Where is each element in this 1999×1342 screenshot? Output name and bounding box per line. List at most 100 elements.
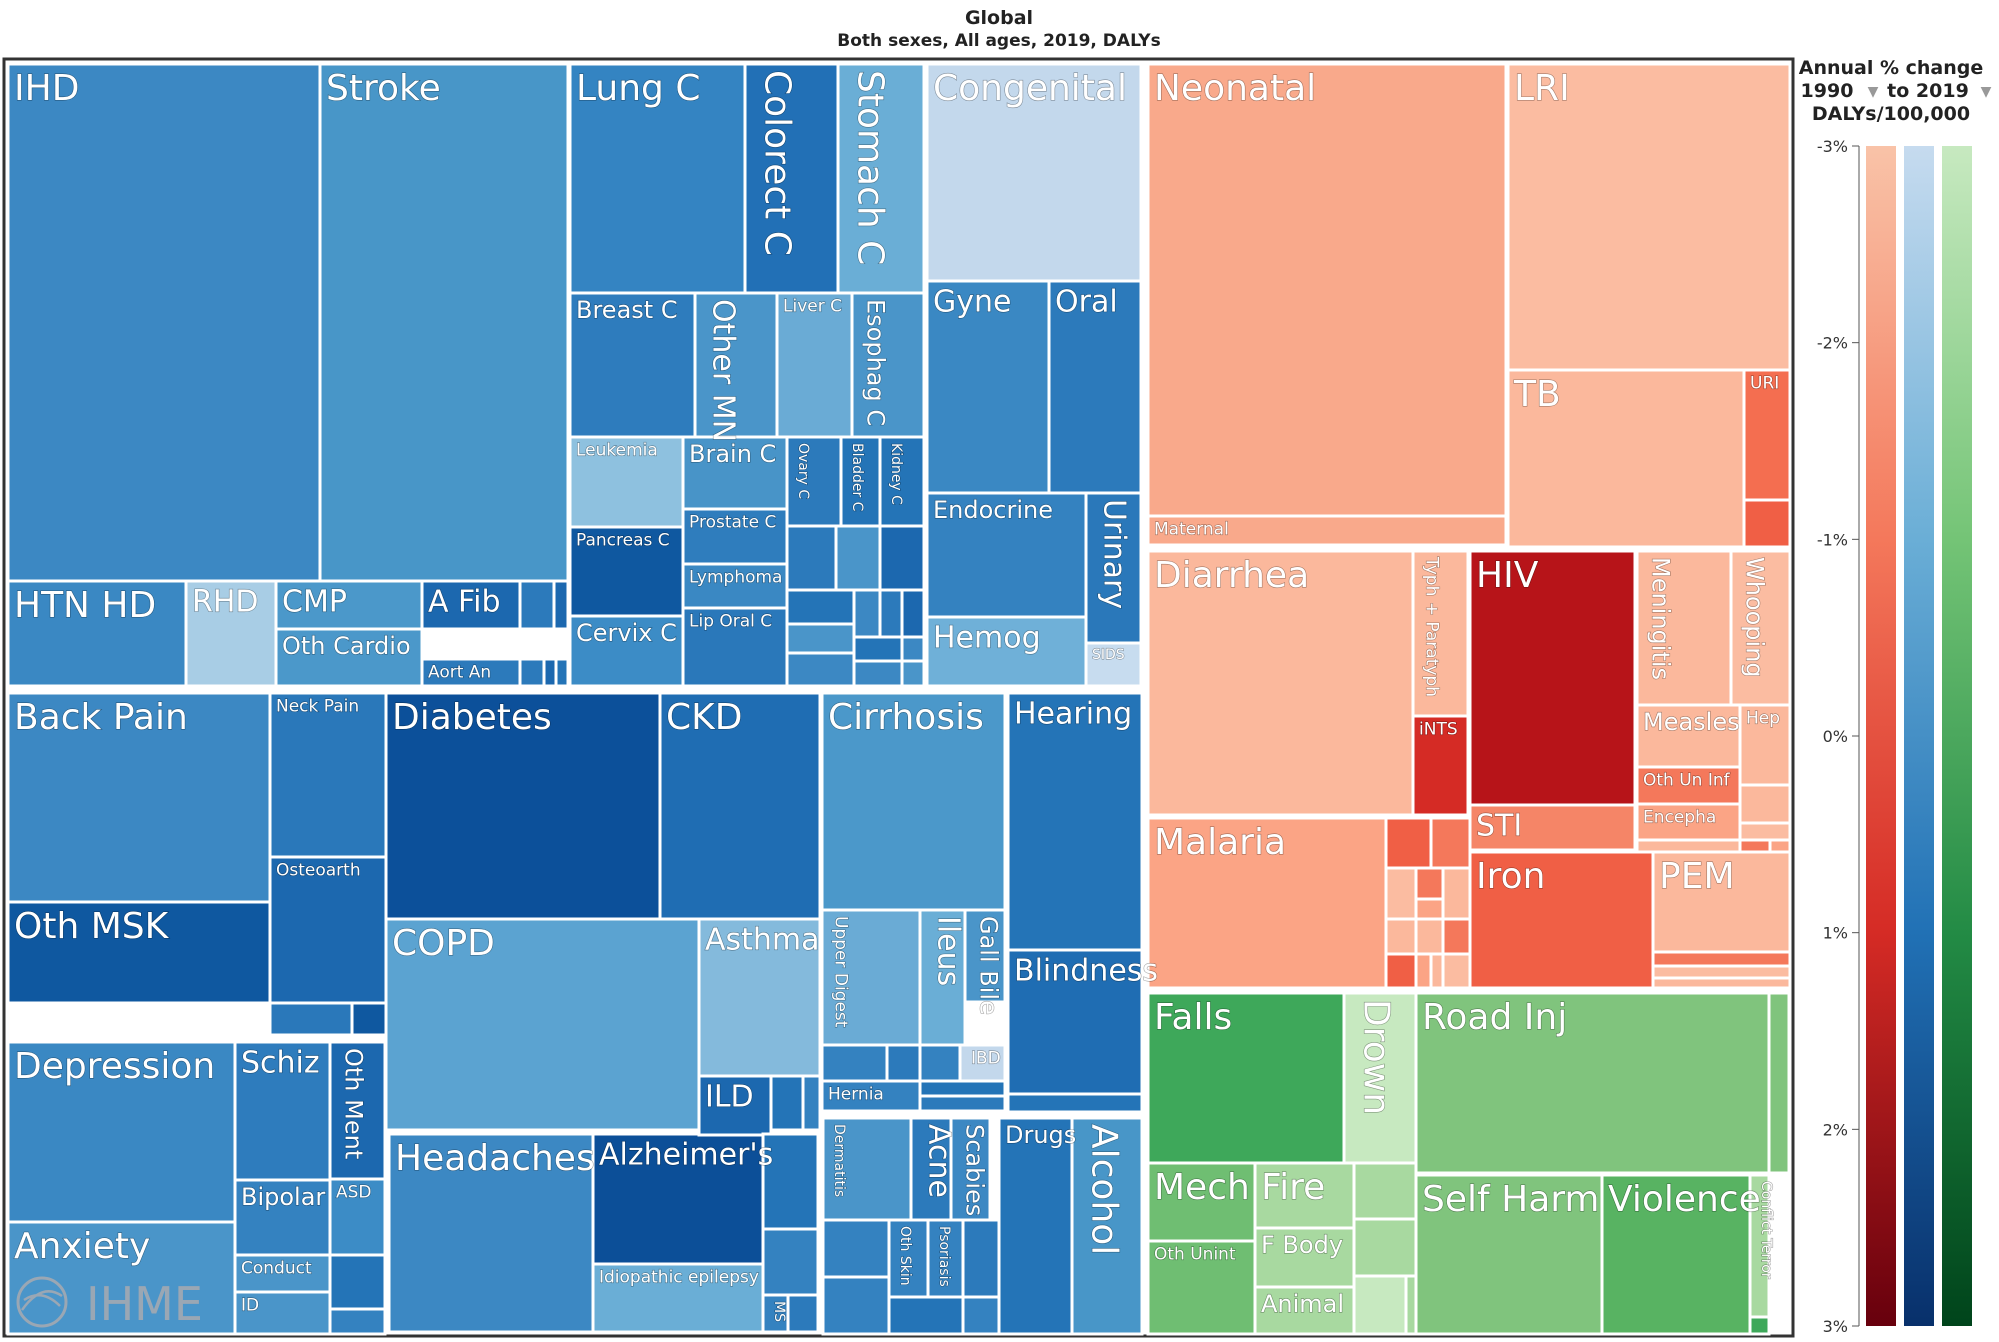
small-cell-28[interactable] bbox=[1651, 976, 1792, 990]
cell-gyne[interactable] bbox=[925, 279, 1051, 495]
small-cell-25[interactable] bbox=[1768, 838, 1792, 854]
cell-ihd[interactable] bbox=[6, 62, 322, 585]
small-cell-69[interactable] bbox=[1404, 1274, 1418, 1336]
small-cell-26[interactable] bbox=[1651, 950, 1792, 968]
cell-ileus[interactable] bbox=[918, 908, 967, 1047]
cell-self-harm[interactable] bbox=[1414, 1173, 1604, 1336]
small-cell-27[interactable] bbox=[1651, 964, 1792, 980]
cell-stroke[interactable] bbox=[318, 62, 570, 585]
cell-prostate-c[interactable] bbox=[681, 507, 789, 566]
cell-cervix-c[interactable] bbox=[568, 614, 685, 688]
cell-back-pain[interactable] bbox=[6, 691, 272, 904]
cell-osteoarth[interactable] bbox=[268, 855, 388, 1005]
cell-alcohol[interactable] bbox=[1070, 1116, 1144, 1336]
cell-neonatal[interactable] bbox=[1146, 62, 1508, 518]
cell-lung-c[interactable] bbox=[568, 62, 747, 295]
small-cell-16[interactable] bbox=[900, 635, 926, 663]
sort-down-icon[interactable]: ▼ bbox=[1868, 84, 1879, 100]
small-cell-50[interactable] bbox=[918, 1043, 962, 1083]
cell-tb[interactable] bbox=[1506, 368, 1746, 549]
cell-hiv[interactable] bbox=[1468, 549, 1637, 807]
cell-pem[interactable] bbox=[1651, 850, 1792, 954]
cell-scabies[interactable] bbox=[949, 1116, 992, 1222]
small-cell-54[interactable] bbox=[1006, 1092, 1144, 1114]
small-cell-4[interactable] bbox=[518, 657, 546, 688]
cell-blindness[interactable] bbox=[1006, 948, 1144, 1096]
small-cell-30[interactable] bbox=[1429, 816, 1472, 870]
small-cell-53[interactable] bbox=[918, 1094, 1007, 1113]
cell-stomach-c[interactable] bbox=[836, 62, 926, 295]
cell-neck-pain[interactable] bbox=[268, 691, 388, 859]
small-cell-23[interactable] bbox=[1635, 838, 1742, 854]
small-cell-10[interactable] bbox=[785, 588, 856, 626]
small-cell-41[interactable] bbox=[1441, 952, 1472, 990]
small-cell-43[interactable] bbox=[268, 1001, 354, 1037]
small-cell-56[interactable] bbox=[328, 1307, 387, 1336]
small-cell-58[interactable] bbox=[761, 1227, 820, 1297]
small-cell-21[interactable] bbox=[1738, 783, 1792, 825]
small-cell-67[interactable] bbox=[1352, 1217, 1418, 1278]
small-cell-68[interactable] bbox=[1352, 1274, 1408, 1336]
small-cell-33[interactable] bbox=[1441, 866, 1472, 921]
small-cell-46[interactable] bbox=[769, 1074, 805, 1132]
small-cell-11[interactable] bbox=[852, 588, 882, 639]
cell-animal[interactable] bbox=[1253, 1285, 1356, 1336]
cell-violence[interactable] bbox=[1600, 1173, 1752, 1336]
cell-drugs[interactable] bbox=[997, 1116, 1074, 1336]
cell-lip-oral-c[interactable] bbox=[681, 606, 789, 688]
cell-headaches[interactable] bbox=[387, 1132, 595, 1334]
small-cell-13[interactable] bbox=[900, 588, 926, 639]
sort-down-icon-2[interactable]: ▼ bbox=[1981, 84, 1992, 100]
small-cell-34[interactable] bbox=[1414, 897, 1445, 921]
small-cell-36[interactable] bbox=[1414, 917, 1445, 956]
cell-dermatitis[interactable] bbox=[821, 1116, 913, 1222]
small-cell-5[interactable] bbox=[542, 657, 558, 688]
small-cell-40[interactable] bbox=[1429, 952, 1445, 990]
small-cell-18[interactable] bbox=[852, 659, 904, 688]
small-cell-2[interactable] bbox=[552, 579, 570, 631]
cell-asd[interactable] bbox=[328, 1177, 387, 1257]
cell-gall-bile[interactable] bbox=[963, 908, 1007, 1004]
small-cell-17[interactable] bbox=[785, 651, 856, 688]
small-cell-47[interactable] bbox=[801, 1074, 822, 1132]
small-cell-48[interactable] bbox=[820, 1043, 889, 1083]
cell-rhd[interactable] bbox=[184, 579, 278, 688]
small-cell-6[interactable] bbox=[554, 657, 570, 688]
cell-hep[interactable] bbox=[1738, 703, 1792, 787]
cell-liver-c[interactable] bbox=[775, 291, 854, 439]
small-cell-38[interactable] bbox=[1384, 952, 1418, 990]
cell-bladder-c[interactable] bbox=[839, 435, 882, 528]
small-cell-7[interactable] bbox=[785, 524, 838, 592]
small-cell-61[interactable] bbox=[821, 1275, 891, 1336]
cell-ovary-c[interactable] bbox=[785, 435, 843, 528]
cell-breast-c[interactable] bbox=[568, 291, 697, 439]
cell-oth-ment[interactable] bbox=[328, 1040, 387, 1181]
small-cell-65[interactable] bbox=[1767, 991, 1791, 1175]
cell-alzheimer-s[interactable] bbox=[591, 1132, 765, 1266]
small-cell-3[interactable] bbox=[420, 627, 522, 661]
small-cell-1[interactable] bbox=[518, 579, 556, 631]
small-cell-49[interactable] bbox=[885, 1043, 922, 1083]
cell-depression[interactable] bbox=[6, 1040, 237, 1224]
cell-malaria[interactable] bbox=[1146, 816, 1388, 990]
cell-copd[interactable] bbox=[384, 917, 701, 1132]
cell-sti[interactable] bbox=[1468, 803, 1637, 852]
small-cell-19[interactable] bbox=[900, 659, 926, 688]
small-cell-31[interactable] bbox=[1384, 866, 1418, 921]
small-cell-29[interactable] bbox=[1384, 816, 1433, 870]
cell-road-inj[interactable] bbox=[1414, 991, 1771, 1175]
small-cell-24[interactable] bbox=[1738, 838, 1772, 854]
small-cell-55[interactable] bbox=[328, 1253, 387, 1311]
cell-sids[interactable] bbox=[1084, 641, 1143, 688]
small-cell-44[interactable] bbox=[350, 1001, 388, 1037]
small-cell-35[interactable] bbox=[1384, 917, 1418, 956]
cell-iron[interactable] bbox=[1468, 850, 1655, 990]
small-cell-64[interactable] bbox=[961, 1295, 1001, 1336]
cell-maternal[interactable] bbox=[1146, 514, 1508, 547]
small-cell-59[interactable] bbox=[786, 1293, 820, 1334]
cell-falls[interactable] bbox=[1146, 991, 1346, 1165]
cell-ints[interactable] bbox=[1411, 714, 1470, 817]
cell-bipolar[interactable] bbox=[233, 1178, 332, 1257]
small-cell-9[interactable] bbox=[878, 524, 926, 592]
cell-esophag-c[interactable] bbox=[850, 291, 926, 439]
